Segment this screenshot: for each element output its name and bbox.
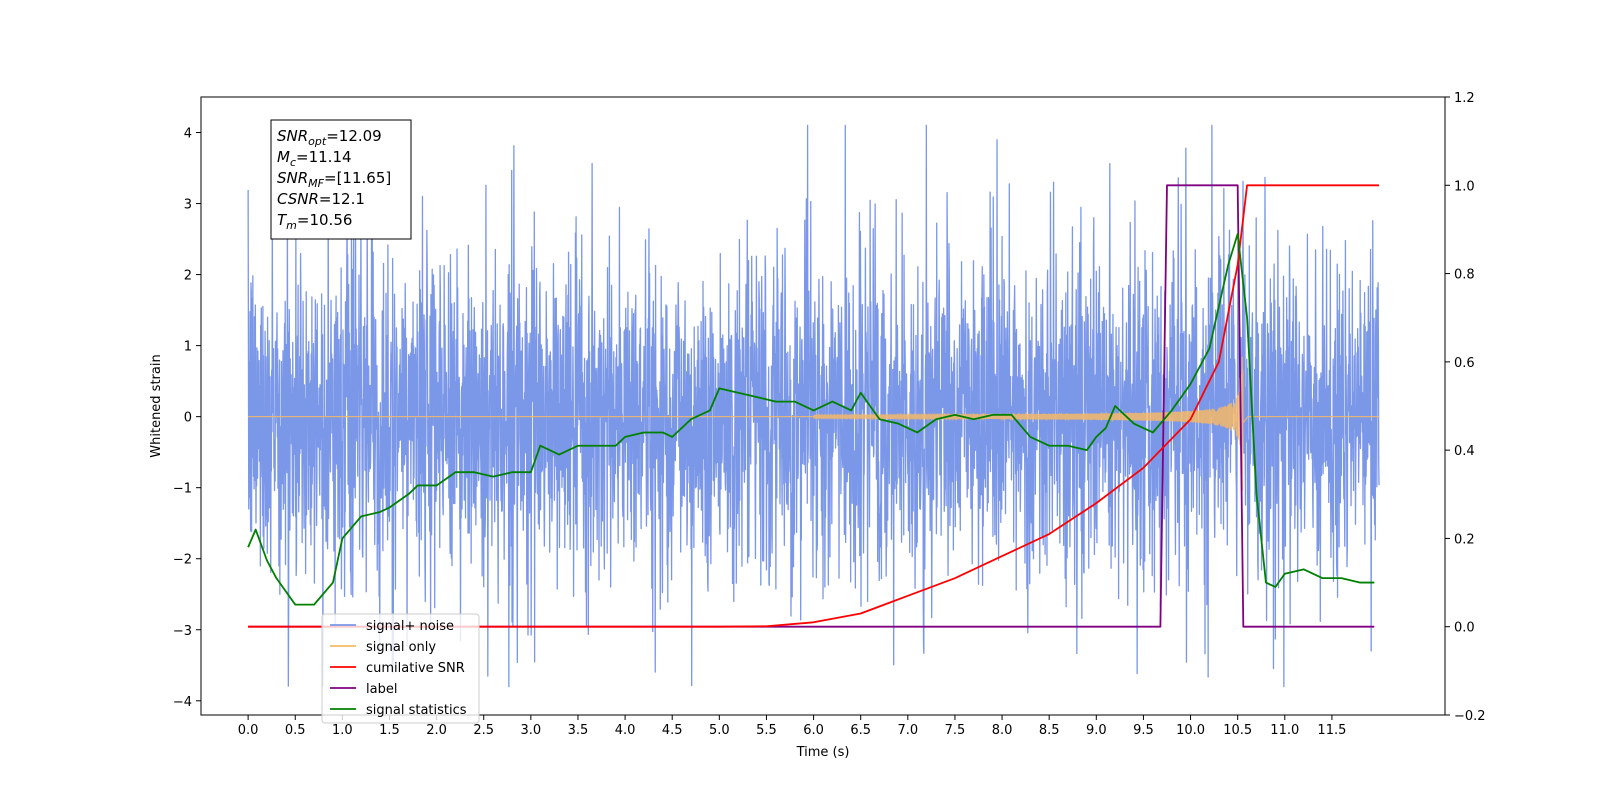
x-tick-label: 2.5 — [473, 723, 494, 738]
x-tick-label: 4.0 — [615, 723, 636, 738]
plot-frame — [200, 96, 1446, 716]
legend-label: signal only — [366, 640, 436, 655]
x-tick-label: 8.0 — [992, 723, 1013, 738]
x-tick-label: 1.0 — [332, 723, 353, 738]
series-layer — [247, 124, 1380, 688]
x-tick-label: 0.5 — [285, 723, 306, 738]
legend-label: signal statistics — [366, 703, 467, 718]
y-left-tick-label: −2 — [173, 553, 192, 568]
legend-label: label — [366, 682, 397, 697]
series-signal-only-line — [248, 356, 1380, 491]
annotation-box: SNRopt=12.09Mc=11.14SNRMF=[11.65]CSNR=12… — [270, 119, 412, 240]
x-axis: 0.0 0.5 1.0 1.5 2.0 2.5 3.0 3.5 4.0 4.5 5.0 5.5 6.0 6… — [238, 715, 1346, 738]
x-tick-label: 0.0 — [238, 723, 259, 738]
x-tick-label: 8.5 — [1039, 723, 1060, 738]
y-axis-right: 1.2 1.0 0.8 0.6 0.4 0.2 0.0 −0.2 — [1445, 91, 1486, 724]
x-tick-label: 10.0 — [1176, 723, 1205, 738]
annotation-line: CSNR=12.1 — [277, 190, 365, 208]
legend-item: signal statistics — [330, 703, 467, 718]
annotation-line: SNRopt=12.09 — [277, 127, 382, 148]
x-tick-label: 1.5 — [379, 723, 400, 738]
x-tick-label: 4.5 — [662, 723, 683, 738]
y-left-tick-label: 0 — [184, 411, 192, 426]
annotation-line: Tm=10.56 — [277, 211, 352, 232]
y-right-tick-label: −0.2 — [1454, 709, 1486, 724]
y-left-tick-label: 1 — [184, 340, 192, 355]
legend-item: cumilative SNR — [330, 661, 465, 676]
x-tick-label: 3.0 — [521, 723, 542, 738]
y-right-tick-label: 1.0 — [1454, 179, 1475, 194]
x-tick-label: 9.5 — [1133, 723, 1154, 738]
x-tick-label: 10.5 — [1223, 723, 1252, 738]
y-left-tick-label: −3 — [173, 624, 192, 639]
x-tick-label: 9.0 — [1086, 723, 1107, 738]
x-tick-label: 5.5 — [756, 723, 777, 738]
legend-item: label — [330, 682, 397, 697]
y-left-tick-label: 3 — [184, 198, 192, 213]
x-axis-title: Time (s) — [796, 745, 850, 760]
y-left-tick-label: 4 — [184, 127, 192, 142]
x-tick-label: 11.5 — [1317, 723, 1346, 738]
legend-label: signal+ noise — [366, 619, 454, 634]
x-tick-label: 7.5 — [945, 723, 966, 738]
legend-item: signal+ noise — [330, 619, 454, 634]
legend-label: cumilative SNR — [366, 661, 465, 676]
x-tick-label: 6.5 — [850, 723, 871, 738]
series-cumulative-snr-line — [248, 184, 1380, 628]
y-right-tick-label: 0.6 — [1454, 356, 1475, 371]
series-signal-statistics-line — [247, 232, 1375, 606]
y-right-tick-label: 1.2 — [1454, 91, 1475, 106]
x-tick-label: 3.5 — [568, 723, 589, 738]
y-right-tick-label: 0.4 — [1454, 444, 1475, 459]
y-left-tick-label: −4 — [173, 695, 192, 710]
x-tick-label: 6.0 — [803, 723, 824, 738]
x-tick-label: 5.0 — [709, 723, 730, 738]
x-tick-label: 11.0 — [1270, 723, 1299, 738]
legend-item: signal only — [330, 640, 436, 655]
x-tick-label: 2.0 — [426, 723, 447, 738]
y-axis-left: 4 3 2 1 0 −1 −2 −3 −4 — [173, 127, 201, 710]
y-axis-title: Whitened strain — [149, 354, 164, 457]
annotation-line: SNRMF=[11.65] — [277, 169, 391, 190]
y-left-tick-label: 2 — [184, 269, 192, 284]
x-tick-label: 7.0 — [897, 723, 918, 738]
y-left-tick-label: −1 — [173, 482, 192, 497]
series-signal-noise-line — [247, 124, 1380, 688]
annotation-line: Mc=11.14 — [277, 148, 352, 169]
legend: signal+ noise signal only cumilative SNR la… — [321, 613, 480, 724]
y-right-tick-label: 0.2 — [1454, 532, 1475, 547]
y-right-tick-label: 0.0 — [1454, 621, 1475, 636]
series-label-line — [248, 184, 1375, 628]
y-right-tick-label: 0.8 — [1454, 268, 1475, 283]
